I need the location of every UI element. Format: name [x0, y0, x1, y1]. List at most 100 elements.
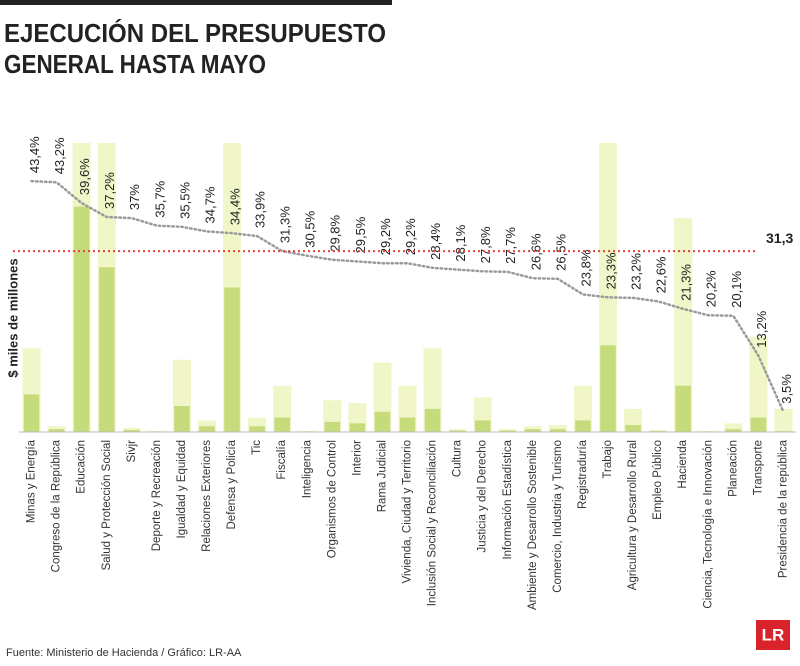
data-label: 23,8% — [578, 249, 593, 286]
bar — [424, 408, 441, 432]
percent-line — [30, 179, 785, 414]
y-axis-label: $ miles de millones — [5, 258, 20, 377]
x-tick-label: Organismos de Control — [326, 440, 338, 558]
data-label: 34,4% — [227, 188, 242, 225]
bar — [374, 411, 391, 432]
x-tick-label: Comercio, Industria y Turismo — [552, 440, 564, 593]
x-tick-label: Relaciones Exteriores — [201, 440, 213, 552]
bar — [600, 345, 616, 432]
data-label: 29,5% — [353, 216, 368, 253]
x-tick-label: Justicia y del Derecho — [477, 440, 489, 553]
data-label: 28,4% — [428, 223, 443, 260]
bar — [548, 425, 567, 432]
bar — [399, 417, 416, 432]
bar — [674, 218, 693, 432]
x-tick-label: Planeación — [727, 440, 739, 497]
bar — [724, 423, 743, 432]
bar — [174, 405, 190, 432]
data-label: 35,7% — [152, 180, 167, 217]
x-tick-label: Información Estadística — [502, 439, 514, 559]
bar — [349, 423, 366, 432]
x-tick-label: Tic — [251, 440, 263, 455]
x-tick-label: Empleo Público — [652, 440, 664, 520]
bar — [124, 429, 140, 432]
data-label: 27,8% — [478, 226, 493, 263]
bar — [23, 394, 40, 432]
reference-label: 31,3 — [766, 230, 793, 246]
x-tick-label: Agricultura y Desarrollo Rural — [627, 440, 639, 590]
bar — [499, 430, 516, 432]
data-label: 30,5% — [303, 210, 318, 247]
bar — [550, 429, 566, 432]
bar — [675, 385, 691, 432]
x-tick-label: Transporte — [752, 440, 764, 495]
data-label: 13,2% — [754, 310, 769, 347]
x-tick-label: Trabajo — [602, 440, 614, 479]
x-tick-label: Inclusión Social y Reconciliación — [427, 440, 439, 606]
chart-title: EJECUCIÓN DEL PRESUPUESTO — [4, 18, 386, 48]
data-label: 26,6% — [528, 233, 543, 270]
top-rule — [0, 0, 392, 5]
bar — [224, 287, 240, 432]
data-label: 23,2% — [629, 253, 644, 290]
bar — [98, 267, 115, 432]
x-tick-label: Ciencia, Tecnología e Innovación — [702, 440, 714, 609]
x-tick-label: Defensa y Policía — [226, 439, 238, 529]
data-label: 39,6% — [77, 158, 92, 195]
data-label: 28,1% — [453, 224, 468, 261]
data-label: 43,4% — [27, 136, 42, 173]
data-label: 20,1% — [729, 271, 744, 308]
bar — [199, 426, 215, 432]
bar — [48, 429, 65, 432]
x-tick-label: Ambiente y Desarrollo Sostenible — [527, 440, 539, 610]
x-tick-label: Congreso de la República — [51, 439, 63, 572]
x-tick-label: Salud y Protección Social — [101, 440, 113, 570]
x-tick-label: Minas y Energía — [26, 439, 38, 523]
source: Fuente: Ministerio de Hacienda / Gráfico… — [6, 647, 242, 659]
data-label: 22,6% — [654, 256, 669, 293]
data-label: 29,2% — [403, 218, 418, 255]
data-label: 21,3% — [679, 264, 694, 301]
data-label: 27,7% — [503, 227, 518, 264]
data-label: 37,2% — [102, 172, 117, 209]
bar — [525, 429, 541, 432]
bar — [249, 426, 265, 432]
x-tick-label: Hacienda — [677, 439, 689, 488]
bar — [474, 420, 491, 432]
data-label: 26,5% — [553, 234, 568, 271]
x-tick-label: Interior — [351, 440, 363, 476]
x-tick-label: Deporte y Recreación — [151, 440, 163, 551]
x-tick-label: Fiscalía — [276, 439, 288, 479]
bar — [625, 425, 641, 432]
bar — [575, 420, 591, 432]
logo: LR — [762, 625, 785, 644]
x-tick-label: Vivienda, Ciudad y Territorio — [402, 440, 414, 583]
x-tick-label: Registraduría — [577, 439, 589, 509]
bar — [274, 417, 290, 432]
bar — [750, 417, 767, 432]
x-tick-label: Rama Judicial — [376, 440, 388, 512]
data-label: 29,2% — [378, 218, 393, 255]
data-label: 35,5% — [177, 182, 192, 219]
x-tick-label: Presidencia de la república — [777, 439, 789, 578]
bar — [649, 429, 668, 432]
bar — [749, 336, 768, 432]
data-label: 34,7% — [202, 186, 217, 223]
chart-title: GENERAL HASTA MAYO — [4, 49, 266, 79]
data-label: 29,8% — [328, 214, 343, 251]
x-tick-label: Cultura — [452, 439, 464, 477]
x-tick-label: Sivjr — [126, 440, 138, 463]
bar — [449, 430, 466, 432]
x-tick-label: Educación — [76, 440, 88, 494]
data-label: 3,5% — [779, 374, 794, 404]
data-label: 43,2% — [52, 137, 67, 174]
x-tick-label: Inteligencia — [301, 439, 313, 498]
data-label: 31,3% — [278, 206, 293, 243]
bar — [774, 408, 793, 432]
data-label: 33,9% — [253, 191, 268, 228]
x-tick-label: Igualdad y Equidad — [176, 440, 188, 538]
data-label: 37% — [127, 184, 142, 210]
bar — [324, 421, 341, 432]
bar — [725, 429, 742, 432]
